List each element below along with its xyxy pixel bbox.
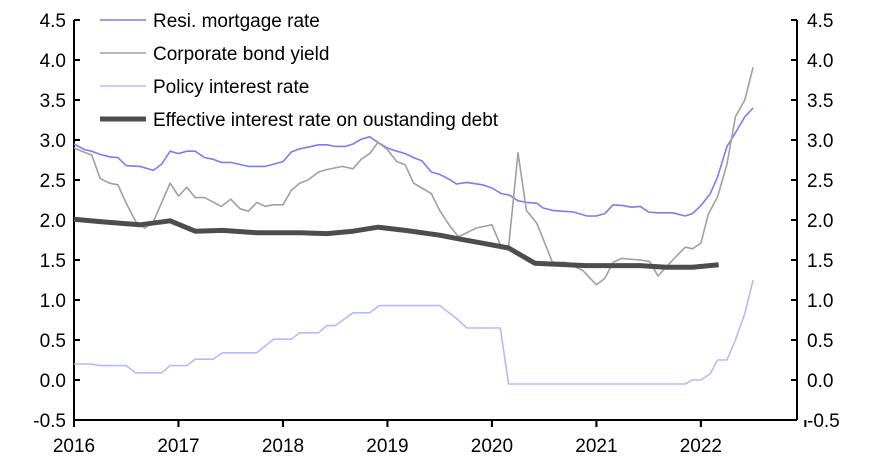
x-tick-label: 2018 [262,436,304,457]
y-tick-label-left: -0.5 [33,411,66,432]
x-tick-label: 2021 [575,436,617,457]
y-tick-label-right: -0.5 [807,411,840,432]
x-tick-label: 2020 [471,436,513,457]
legend-label: Effective interest rate on oustanding de… [153,110,499,131]
x-tick-label: 2022 [680,436,722,457]
y-tick-label-left: 1.0 [40,291,66,312]
legend-background [98,70,618,96]
y-tick-label-left: 4.0 [40,51,66,72]
y-tick-label-right: 1.0 [807,291,833,312]
y-tick-label-left: 2.0 [40,211,66,232]
series-line-2 [74,279,754,385]
y-tick-label-left: 4.5 [40,11,66,32]
series-line-1 [73,67,754,286]
y-tick-label-right: 3.5 [807,91,833,112]
legend-background [98,37,618,63]
axes: -0.5 -0.5 0.0 0.0 0.5 0.5 1.0 1.0 1.5 1.5 2.0 2.0 2.… [33,11,840,457]
y-tick-label-right: 4.0 [807,51,833,72]
y-tick-label-right: 0.5 [807,331,833,352]
y-tick-label-right: 1.5 [807,251,833,272]
legend-label: Corporate bond yield [153,44,329,65]
legend-background [98,4,618,30]
y-tick-label-right: 4.5 [807,11,833,32]
y-tick-label-left: 2.5 [40,171,66,192]
y-tick-label-right: 2.0 [807,211,833,232]
y-tick-label-right: 3.0 [807,131,833,152]
legend-background [98,103,618,129]
x-tick-label: 2017 [157,436,199,457]
series-line-0 [73,107,754,217]
y-tick-label-right: 2.5 [807,171,833,192]
series-lines [73,67,754,385]
y-tick-label-left: 1.5 [40,251,66,272]
y-tick-label-left: 3.0 [40,131,66,152]
legend-label: Policy interest rate [153,77,309,98]
series-line-3 [73,216,719,270]
y-tick-label-right: 0.0 [807,371,833,392]
y-tick-label-left: 3.5 [40,91,66,112]
legend: Resi. mortgage rate Corporate bond yield P… [98,4,618,131]
y-tick-label-left: 0.0 [40,371,66,392]
y-tick-label-left: 0.5 [40,331,66,352]
x-tick-label: 2019 [366,436,408,457]
x-tick-label: 2016 [53,436,95,457]
legend-label: Resi. mortgage rate [153,11,320,32]
